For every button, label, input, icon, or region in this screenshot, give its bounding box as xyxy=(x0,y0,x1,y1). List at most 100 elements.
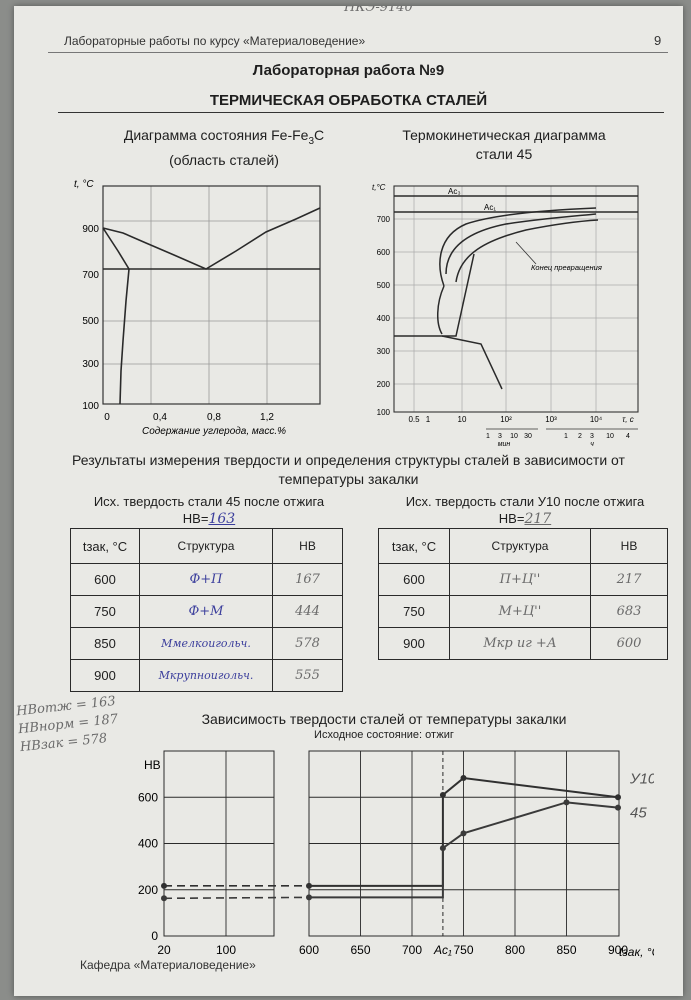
lab-title: Лабораторная работа №9 xyxy=(252,62,445,79)
main-title: ТЕРМИЧЕСКАЯ ОБРАБОТКА СТАЛЕЙ xyxy=(209,92,488,109)
pencil-scribble: НКЭ-9140 xyxy=(344,6,413,15)
footer-department: Кафедра «Материаловедение» xyxy=(80,958,256,972)
x-tick-label: 100 xyxy=(216,943,236,957)
data-point xyxy=(615,794,621,801)
chart-subtitle: Исходное состояние: отжиг xyxy=(314,729,454,741)
hardness-chart: 0 200 400 600 HB 20 100 600 650 700 Ac₁ 750 800 850 90… xyxy=(138,750,654,959)
tkd-xtick: 10³ xyxy=(545,415,557,424)
data-point xyxy=(460,775,467,782)
cell-hb: 217 xyxy=(590,563,668,596)
tkd-hour-label: ч xyxy=(590,441,594,448)
col-header: HB xyxy=(272,528,343,564)
data-point xyxy=(161,882,167,889)
phase-xtick: 0,4 xyxy=(153,412,167,423)
left-hb-value: 163 xyxy=(208,511,236,527)
x-axis-label: tзак, °C xyxy=(619,945,654,959)
series-line xyxy=(309,801,619,899)
pencil-notes: HBотж = 163 HBнорм = 187 HBзак = 578 xyxy=(15,693,120,757)
tkd-ytick: 200 xyxy=(377,380,391,389)
results-heading: Результаты измерения твердости и определ… xyxy=(72,452,625,487)
tkd-y-label: t,°C xyxy=(372,183,386,192)
phase-ytick: 900 xyxy=(82,224,99,235)
table-steel45: tзак, °C Структура HB 600 Ф+П 167 750 Ф+… xyxy=(70,528,343,692)
cell-t: 900 xyxy=(70,659,140,692)
series-label: У10 xyxy=(629,770,654,787)
phase-ytick: 700 xyxy=(82,270,99,281)
cell-hb: 600 xyxy=(590,627,668,660)
tkd-min-tick: 1 xyxy=(486,433,490,440)
cell-t: 900 xyxy=(378,627,450,660)
tkd-xtick: 1 xyxy=(426,415,431,424)
tkd-hour-tick: 10 xyxy=(606,433,614,440)
phase-x-label: Содержание углерода, масс.% xyxy=(142,426,286,437)
right-hb-value: 217 xyxy=(524,511,552,527)
chart-title: Зависимость твердости сталей от температ… xyxy=(201,711,567,727)
phase-diagram-title: Диаграмма состояния Fe-Fe3C (область ста… xyxy=(123,127,325,168)
running-header: Лабораторные работы по курсу «Материалов… xyxy=(64,34,366,48)
cell-t: 600 xyxy=(378,563,450,596)
x-tick-label: 750 xyxy=(453,943,473,957)
table-row: 600 Ф+П 167 xyxy=(70,563,343,596)
x-tick-label: Ac₁ xyxy=(433,943,452,957)
col-header: HB xyxy=(590,528,668,564)
data-point xyxy=(306,894,312,901)
tkd-ac3-label: Ac₃ xyxy=(448,187,461,196)
table-row: 600 П+Ц'' 217 xyxy=(378,563,668,596)
data-point xyxy=(460,830,467,837)
data-point xyxy=(161,895,167,902)
tkd-hour-tick: 2 xyxy=(578,433,582,440)
cell-t: 750 xyxy=(378,595,450,628)
phase-ytick: 300 xyxy=(82,359,99,370)
series-label: 45 xyxy=(630,805,647,822)
col-header: tзак, °C xyxy=(378,528,450,564)
document-page: НКЭ-9140 Лабораторные работы по курсу «М… xyxy=(14,6,683,996)
x-tick-label: 700 xyxy=(402,943,422,957)
phase-diagram: t, °C 900 700 500 300 100 0 0,4 0,8 1,2 … xyxy=(74,179,321,437)
col-header: tзак, °C xyxy=(70,528,140,564)
tkd-ytick: 500 xyxy=(377,281,391,290)
cell-hb: 555 xyxy=(272,659,343,692)
tkd-annotation: Конец превращения xyxy=(531,263,602,272)
tkd-ac1-label: Ac₁ xyxy=(484,203,496,212)
x-tick-label: 900 xyxy=(608,943,628,957)
tkd-xtick: 10² xyxy=(500,415,512,424)
tkd-ytick: 400 xyxy=(377,314,391,323)
tkd-hour-tick: 1 xyxy=(564,433,568,440)
phase-ytick: 500 xyxy=(82,316,99,327)
data-point xyxy=(439,791,446,798)
page-number: 9 xyxy=(654,33,662,48)
x-tick-label: 850 xyxy=(556,943,576,957)
left-caption: Исх. твердость стали 45 после отжига HB=… xyxy=(93,494,325,527)
tkd-diagram: t,°C Ac₃ Ac₁ Конец превращения 700 600 5… xyxy=(372,183,639,448)
table-row: 750 Ф+М 444 xyxy=(70,595,343,628)
cell-structure: Мкр иг +А xyxy=(449,627,591,660)
x-tick-label: 600 xyxy=(299,943,319,957)
cell-structure: М+Ц'' xyxy=(449,595,591,628)
tkd-hour-tick: 4 xyxy=(626,433,630,440)
tkd-xtick: 10⁴ xyxy=(590,415,603,424)
right-caption: Исх. твердость стали У10 после отжига HB… xyxy=(405,494,645,527)
tkd-title: Термокинетическая диаграмма стали 45 xyxy=(402,127,606,162)
tkd-ytick: 300 xyxy=(377,347,391,356)
data-point xyxy=(615,804,621,811)
x-tick-label: 800 xyxy=(505,943,525,957)
phase-xtick: 0 xyxy=(104,412,110,423)
tkd-ytick: 600 xyxy=(377,248,391,257)
phase-y-label: t, °C xyxy=(74,179,94,190)
phase-ytick: 100 xyxy=(82,401,99,412)
cell-hb: 444 xyxy=(272,595,343,628)
table-steelU10: tзак, °C Структура HB 600 П+Ц'' 217 750 … xyxy=(378,528,668,660)
x-tick-label: 20 xyxy=(157,943,171,957)
cell-t: 750 xyxy=(70,595,140,628)
tkd-ytick: 100 xyxy=(377,408,391,417)
table-row: 850 Ммелкоигольч. 578 xyxy=(70,627,343,660)
table-row: 900 Мкр иг +А 600 xyxy=(378,627,668,660)
cell-hb: 578 xyxy=(272,627,343,660)
tkd-min-tick: 30 xyxy=(524,433,532,440)
data-point xyxy=(563,799,570,806)
phase-xtick: 1,2 xyxy=(260,412,274,423)
table-row: 750 М+Ц'' 683 xyxy=(378,595,668,628)
tkd-ytick: 700 xyxy=(377,215,391,224)
cell-hb: 167 xyxy=(272,563,343,596)
cell-structure: Ф+М xyxy=(139,595,273,628)
